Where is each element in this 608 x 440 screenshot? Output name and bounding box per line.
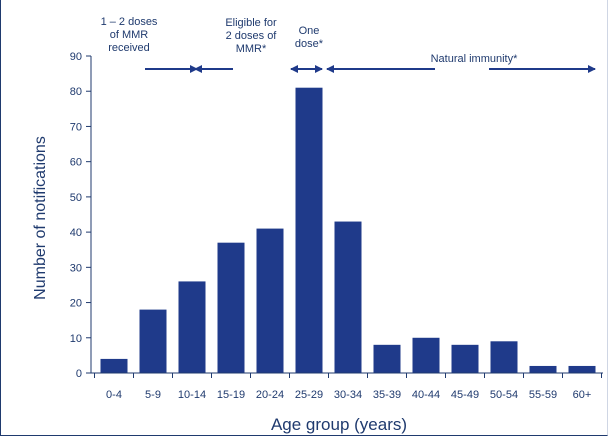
y-tick-label: 60: [70, 157, 82, 169]
annotation-text: 1 – 2 doses: [101, 16, 158, 28]
annotation-text: Natural immunity*: [431, 53, 519, 65]
y-tick-label: 20: [70, 298, 82, 310]
y-axis-ticks: 0 10 20 30 40 50 60 70 80 90: [70, 51, 91, 380]
bar-15-19: [217, 242, 245, 373]
y-axis-label: Number of notifications: [32, 136, 49, 300]
bar-10-14: [178, 281, 206, 373]
bar-55-59: [529, 365, 557, 373]
y-tick-label: 90: [70, 51, 82, 63]
bar-50-54: [490, 341, 518, 373]
x-tick-label: 30-34: [334, 389, 362, 401]
y-tick-label: 70: [70, 121, 82, 133]
x-axis-label: Age group (years): [271, 415, 407, 434]
x-tick-label: 45-49: [451, 389, 479, 401]
x-tick-label: 20-24: [256, 389, 284, 401]
y-tick-label: 30: [70, 262, 82, 274]
x-tick-label: 10-14: [178, 389, 206, 401]
x-tick-label: 40-44: [412, 389, 440, 401]
y-tick-label: 50: [70, 192, 82, 204]
y-tick-label: 0: [76, 368, 82, 380]
annotation-text: received: [108, 42, 150, 54]
bar-20-24: [256, 228, 284, 373]
annotation-text: of MMR: [110, 29, 149, 41]
x-tick-label: 15-19: [217, 389, 245, 401]
bar-35-39: [373, 344, 401, 373]
bar-5-9: [139, 309, 167, 373]
x-tick-label: 55-59: [529, 389, 557, 401]
x-tick-label: 25-29: [295, 389, 323, 401]
y-tick-label: 80: [70, 86, 82, 98]
annotation-text: MMR*: [236, 43, 267, 55]
x-tick-label: 50-54: [490, 389, 518, 401]
annotation-text: One: [299, 25, 320, 37]
annotation-text: Eligible for: [225, 17, 277, 29]
y-tick-label: 40: [70, 227, 82, 239]
bar-40-44: [412, 337, 440, 373]
y-tick-label: 10: [70, 333, 82, 345]
x-tick-label: 35-39: [373, 389, 401, 401]
bar-0-4: [100, 358, 128, 373]
annotation-text: dose*: [295, 38, 324, 50]
bar-60+: [568, 365, 596, 373]
x-tick-label: 0-4: [106, 389, 122, 401]
annotation-text: 2 doses of: [226, 30, 278, 42]
bar-25-29: [295, 87, 323, 373]
x-tick-label: 60+: [573, 389, 592, 401]
x-axis-ticks: 0-4 5-9 10-14 15-19 20-24 25-29 30-34 35-39 40-4…: [94, 373, 602, 401]
x-tick-label: 5-9: [145, 389, 161, 401]
bar-45-49: [451, 344, 479, 373]
bar-30-34: [334, 221, 362, 373]
bars: [100, 87, 596, 373]
axes: [90, 56, 603, 374]
